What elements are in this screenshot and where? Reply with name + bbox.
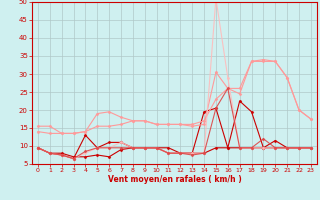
X-axis label: Vent moyen/en rafales ( km/h ): Vent moyen/en rafales ( km/h ) (108, 175, 241, 184)
